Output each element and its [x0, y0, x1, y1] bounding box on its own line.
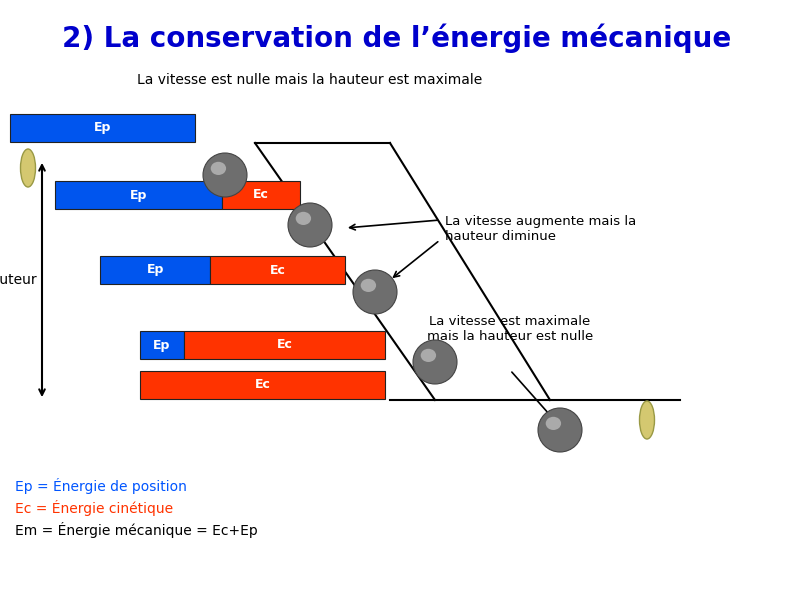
Text: La vitesse est nulle mais la hauteur est maximale: La vitesse est nulle mais la hauteur est… — [137, 73, 483, 87]
Ellipse shape — [210, 162, 226, 175]
Text: hauteur: hauteur — [0, 273, 37, 287]
Text: Ep: Ep — [146, 264, 164, 277]
Bar — [210, 256, 345, 284]
Ellipse shape — [421, 349, 436, 362]
Bar — [184, 331, 385, 359]
Ellipse shape — [21, 149, 36, 187]
Text: Ep = Énergie de position: Ep = Énergie de position — [15, 478, 187, 494]
Text: Ec: Ec — [276, 339, 292, 352]
Bar — [100, 256, 210, 284]
Circle shape — [203, 153, 247, 197]
Text: La vitesse augmente mais la
hauteur diminue: La vitesse augmente mais la hauteur dimi… — [445, 215, 636, 243]
Circle shape — [413, 340, 457, 384]
Text: Ec = Énergie cinétique: Ec = Énergie cinétique — [15, 500, 173, 516]
Bar — [55, 181, 222, 209]
Bar — [222, 181, 300, 209]
Text: Ep: Ep — [94, 121, 111, 134]
Ellipse shape — [639, 401, 654, 439]
Bar — [140, 371, 385, 399]
Circle shape — [288, 203, 332, 247]
Circle shape — [538, 408, 582, 452]
Text: La vitesse est maximale
mais la hauteur est nulle: La vitesse est maximale mais la hauteur … — [427, 315, 593, 343]
Ellipse shape — [295, 212, 311, 225]
Bar — [140, 331, 184, 359]
Ellipse shape — [545, 417, 561, 430]
Text: Ec: Ec — [270, 264, 286, 277]
Circle shape — [353, 270, 397, 314]
Text: 2) La conservation de l’énergie mécanique: 2) La conservation de l’énergie mécaniqu… — [63, 23, 731, 53]
Bar — [10, 114, 195, 142]
Text: Ep: Ep — [153, 339, 171, 352]
Text: Ep: Ep — [129, 189, 147, 202]
Text: Ec: Ec — [252, 189, 268, 202]
Text: Ec: Ec — [255, 378, 271, 392]
Ellipse shape — [360, 279, 376, 292]
Text: Em = Énergie mécanique = Ec+Ep: Em = Énergie mécanique = Ec+Ep — [15, 522, 258, 538]
